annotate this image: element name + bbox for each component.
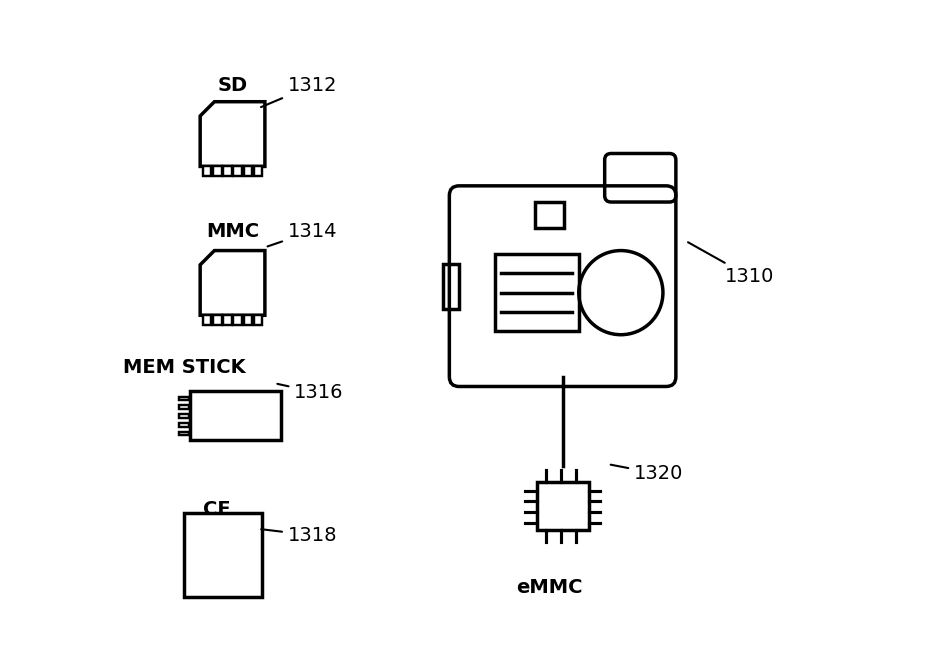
Bar [254, 315, 261, 325]
Text: CF: CF [203, 500, 230, 519]
Bar [191, 391, 281, 440]
Bar [178, 396, 189, 400]
Bar [224, 315, 231, 325]
Bar [178, 414, 189, 418]
Bar [213, 315, 222, 325]
Bar [203, 166, 211, 176]
Bar [213, 166, 222, 176]
Text: eMMC: eMMC [516, 578, 582, 597]
Bar [537, 482, 588, 530]
Bar [224, 166, 231, 176]
Text: MMC: MMC [206, 222, 259, 240]
Bar [233, 166, 242, 176]
Bar [443, 263, 459, 309]
Text: SD: SD [217, 76, 247, 95]
Text: 1310: 1310 [688, 242, 774, 286]
Bar [535, 202, 565, 228]
Text: 1314: 1314 [267, 222, 337, 246]
Text: 1318: 1318 [261, 526, 337, 545]
Bar [254, 166, 261, 176]
Bar [244, 166, 252, 176]
Text: 1312: 1312 [261, 76, 337, 107]
Bar [495, 254, 579, 332]
Bar [178, 406, 189, 409]
Text: 1320: 1320 [611, 464, 683, 484]
Bar [244, 315, 252, 325]
Text: 1316: 1316 [278, 384, 344, 402]
Bar [233, 315, 242, 325]
Bar [178, 423, 189, 426]
Bar [184, 513, 261, 597]
Text: MEM STICK: MEM STICK [123, 358, 245, 376]
Bar [178, 432, 189, 436]
Bar [203, 315, 211, 325]
